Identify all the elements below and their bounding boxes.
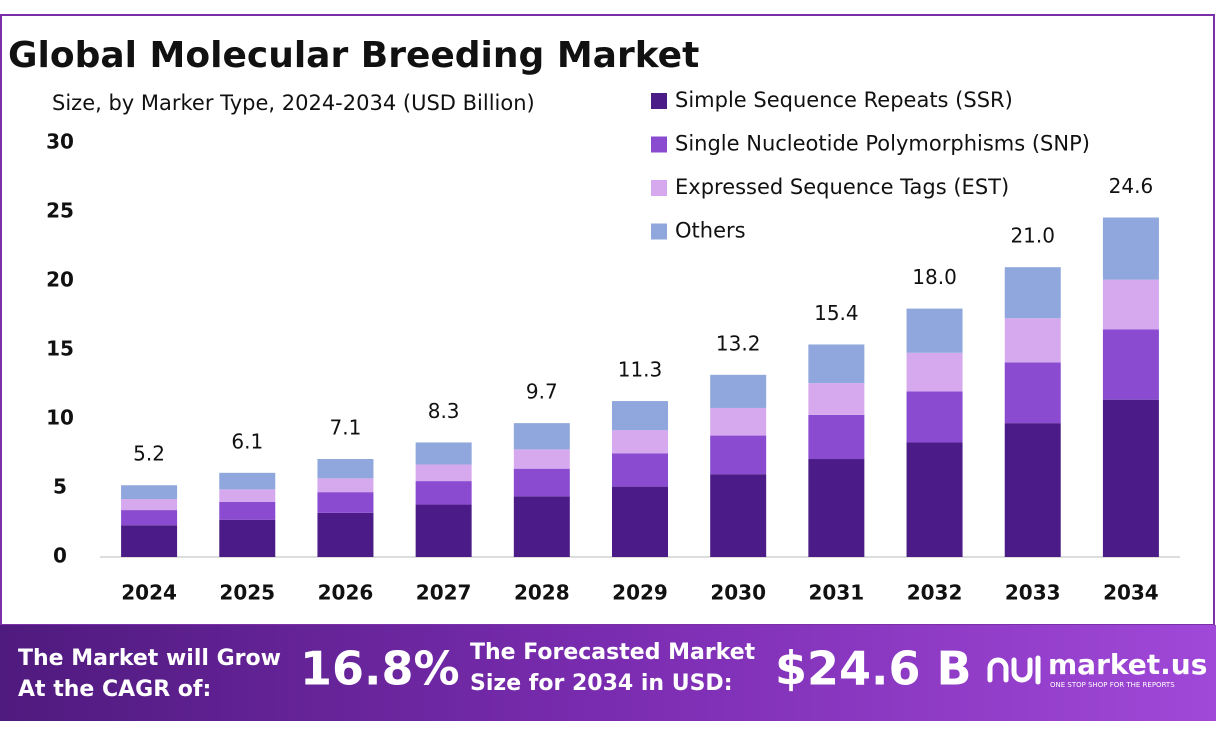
bar-segment <box>710 407 767 436</box>
x-tick-label: 2032 <box>907 581 963 605</box>
forecast-text: Size for 2034 in USD: <box>470 671 733 696</box>
bar-segment <box>906 308 963 353</box>
bar-segment <box>1102 217 1159 280</box>
bar-segment <box>121 485 178 500</box>
y-tick-label: 5 <box>53 475 67 499</box>
bar-segment <box>219 472 276 490</box>
total-label: 11.3 <box>618 358 663 382</box>
total-label: 15.4 <box>814 301 859 325</box>
bar-segment <box>219 501 276 520</box>
bar-segment <box>513 423 570 450</box>
forecast-text: The Forecasted Market <box>470 640 756 665</box>
total-label: 24.6 <box>1109 174 1154 198</box>
bar-segment <box>612 401 668 431</box>
total-label: 5.2 <box>133 442 165 466</box>
bar-segment <box>612 486 668 557</box>
brand-tagline: ONE STOP SHOP FOR THE REPORTS <box>1050 681 1175 689</box>
x-tick-label: 2029 <box>612 581 668 605</box>
x-tick-label: 2025 <box>219 581 275 605</box>
x-tick-label: 2034 <box>1103 581 1159 605</box>
legend-swatch <box>651 136 667 153</box>
total-label: 7.1 <box>330 416 362 440</box>
bar-segment <box>808 344 865 384</box>
total-label: 9.7 <box>526 380 558 404</box>
bar-segment <box>1102 279 1159 330</box>
legend-label: Others <box>675 219 746 243</box>
x-tick-label: 2030 <box>710 581 766 605</box>
total-label: 18.0 <box>912 265 957 289</box>
brand-logo <box>987 655 1041 685</box>
bar-segment <box>219 489 276 502</box>
brand-name: market.us <box>1048 648 1207 681</box>
bar-segment <box>415 464 472 482</box>
chart-subtitle: Size, by Marker Type, 2024-2034 (USD Bil… <box>52 91 535 115</box>
bar-segment <box>317 459 374 479</box>
x-tick-label: 2027 <box>416 581 472 605</box>
bar-segment <box>808 414 865 460</box>
total-label: 8.3 <box>428 399 460 423</box>
legend-swatch <box>651 180 667 196</box>
legend-swatch <box>651 93 667 109</box>
x-tick-label: 2028 <box>514 581 570 605</box>
bar-segment <box>415 442 472 465</box>
bar-segment <box>121 510 178 526</box>
bar-segment <box>1102 399 1159 557</box>
bar-segment <box>710 435 767 475</box>
total-label: 21.0 <box>1010 224 1055 248</box>
y-tick-label: 0 <box>53 544 67 568</box>
bar-segment <box>317 512 374 557</box>
bar-segment <box>121 525 178 557</box>
bar-segment <box>1004 267 1061 319</box>
bar-segment <box>317 492 374 513</box>
bar-segment <box>612 430 668 454</box>
bar-segment <box>808 459 865 557</box>
legend-swatch <box>651 223 667 240</box>
y-tick-label: 10 <box>46 406 74 430</box>
bar-segment <box>906 391 963 443</box>
x-tick-label: 2026 <box>318 581 374 605</box>
cagr-value: 16.8% <box>300 642 460 696</box>
y-tick-label: 15 <box>46 337 74 361</box>
x-tick-label: 2033 <box>1005 581 1061 605</box>
cagr-text: At the CAGR of: <box>18 677 211 702</box>
bar-segment <box>219 519 276 557</box>
bar-segment <box>513 449 570 469</box>
bar-segment <box>1004 318 1061 363</box>
bar-segment <box>710 374 767 408</box>
bar-segment <box>808 383 865 415</box>
x-tick-label: 2024 <box>121 581 177 605</box>
bar-segment <box>612 453 668 487</box>
bar-segment <box>906 442 963 557</box>
bar-segment <box>121 499 178 511</box>
bar-segment <box>1004 362 1061 424</box>
bar-segment <box>513 496 570 557</box>
bar-segment <box>415 504 472 557</box>
cagr-text: The Market will Grow <box>18 646 281 671</box>
bar-segment <box>710 474 767 557</box>
bar-segment <box>513 468 570 497</box>
bar-segment <box>1102 329 1159 400</box>
bar-segment <box>317 478 374 493</box>
bar-segment <box>1004 423 1061 557</box>
forecast-value: $24.6 B <box>775 642 972 696</box>
chart-title: Global Molecular Breeding Market <box>8 35 699 76</box>
plot: 05101520253020245.220256.120267.120278.3… <box>46 88 1180 605</box>
legend-label: Single Nucleotide Polymorphisms (SNP) <box>675 132 1090 156</box>
y-tick-label: 30 <box>46 130 74 154</box>
bar-segment <box>906 352 963 392</box>
total-label: 13.2 <box>716 331 761 355</box>
bar-segment <box>415 481 472 505</box>
total-label: 6.1 <box>231 429 263 453</box>
y-tick-label: 25 <box>46 199 74 223</box>
y-tick-label: 20 <box>46 268 74 292</box>
x-tick-label: 2031 <box>809 581 865 605</box>
legend-label: Expressed Sequence Tags (EST) <box>675 175 1009 199</box>
legend-label: Simple Sequence Repeats (SSR) <box>675 88 1013 112</box>
